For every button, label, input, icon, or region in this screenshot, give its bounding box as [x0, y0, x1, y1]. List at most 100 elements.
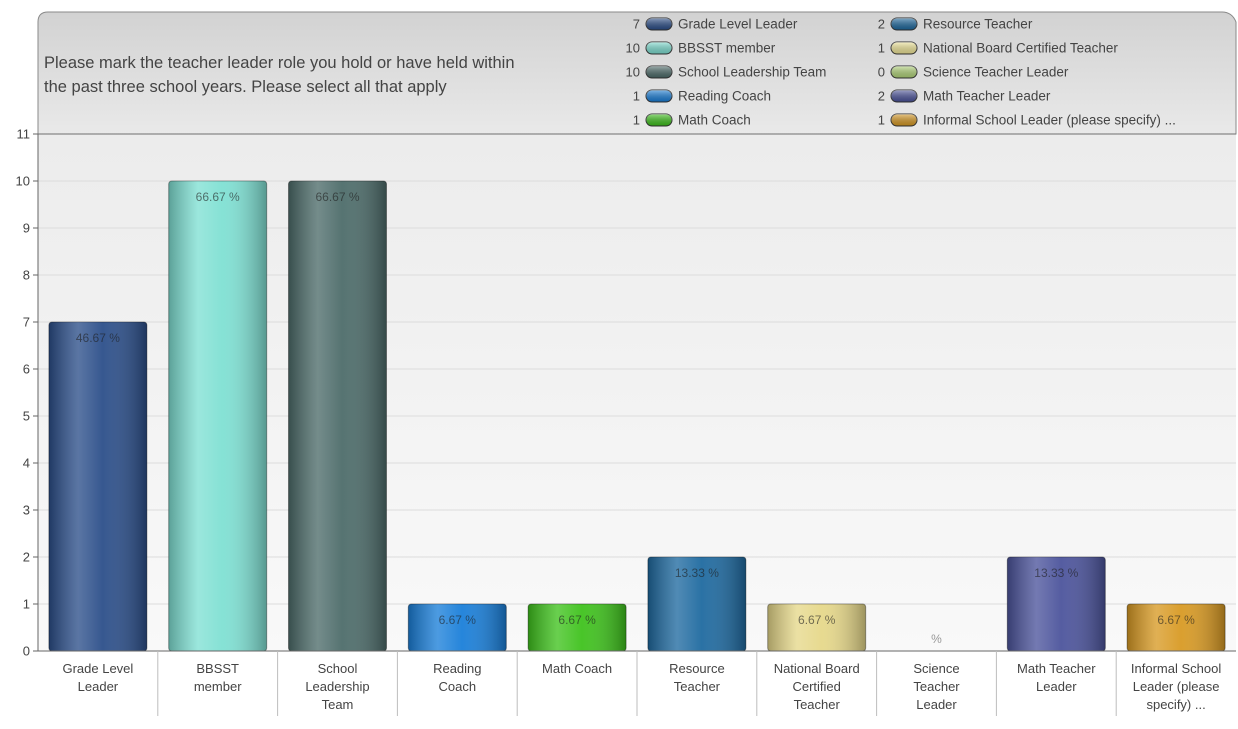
y-tick-label: 11 — [17, 127, 31, 142]
x-category-label-line: Certified — [792, 679, 840, 694]
bar-highlight — [1007, 557, 1106, 651]
bar-group: 6.67 % — [407, 603, 507, 652]
y-tick-label: 0 — [23, 644, 30, 659]
y-tick-label: 9 — [23, 221, 30, 236]
x-category-label-line: National Board — [774, 661, 860, 676]
legend-label: Math Coach — [678, 113, 751, 128]
legend-label: Grade Level Leader — [678, 17, 798, 32]
bar-value-label: 6.67 % — [439, 613, 477, 627]
legend-item: 1 Informal School Leader (please specify)… — [878, 113, 1176, 128]
legend-item: 10 BBSST member — [626, 41, 776, 56]
x-category-label-line: BBSST — [196, 661, 239, 676]
y-tick-label: 5 — [23, 409, 30, 424]
legend-count: 1 — [878, 113, 885, 128]
x-category-label: Grade Level Leader — [62, 661, 133, 694]
x-category-label-line: Informal School — [1131, 661, 1221, 676]
legend-label: Science Teacher Leader — [923, 65, 1069, 80]
y-tick-label: 7 — [23, 315, 30, 330]
legend-count: 1 — [633, 113, 640, 128]
bar-highlight — [528, 604, 627, 651]
x-category-label-line: Leader — [916, 697, 957, 712]
x-category-label-line: School — [318, 661, 358, 676]
x-category-label-line: Teacher — [913, 679, 960, 694]
legend-swatch-shine — [646, 18, 672, 30]
x-category-label-line: Science — [913, 661, 959, 676]
x-category-label: Reading Coach — [433, 661, 481, 694]
legend-count: 2 — [878, 89, 885, 104]
legend-count: 7 — [633, 17, 640, 32]
legend-swatch-shine — [891, 18, 917, 30]
x-category-label-line: Math Teacher — [1017, 661, 1096, 676]
header-panel — [37, 11, 1237, 135]
legend-count: 1 — [633, 89, 640, 104]
x-category-label-line: Grade Level — [62, 661, 133, 676]
legend-item: 2 Resource Teacher — [878, 17, 1033, 32]
bar-value-label: 66.67 % — [315, 190, 359, 204]
legend-label: Reading Coach — [678, 89, 771, 104]
legend-count: 1 — [878, 41, 885, 56]
y-tick-label: 1 — [23, 597, 30, 612]
legend-label: Informal School Leader (please specify) … — [923, 113, 1176, 128]
y-tick-label: 2 — [23, 550, 30, 565]
legend-item: 2 Math Teacher Leader — [878, 89, 1051, 104]
bar-group: 13.33 % — [1006, 556, 1106, 652]
bar-group: 46.67 % — [48, 321, 148, 652]
bar-group: 6.67 % — [527, 603, 627, 652]
bar-highlight — [48, 322, 147, 651]
legend-count: 10 — [626, 65, 640, 80]
bars: 46.67 % 66.67 % 66.67 % 6.67 % 6.67 % 13.33 %… — [48, 180, 1226, 652]
y-tick-label: 3 — [23, 503, 30, 518]
bar-value-label: 13.33 % — [675, 566, 719, 580]
x-category-label-line: Leader — [78, 679, 119, 694]
legend-swatch-shine — [891, 42, 917, 54]
bar-value-label: 6.67 % — [798, 613, 836, 627]
chart-title-line-2: the past three school years. Please sele… — [44, 78, 447, 96]
x-category-label-line: Teacher — [794, 697, 841, 712]
legend-swatch-shine — [891, 114, 917, 126]
legend-swatch-shine — [646, 90, 672, 102]
legend-item: 1 Reading Coach — [633, 89, 771, 104]
legend-item: 0 Science Teacher Leader — [878, 65, 1069, 80]
x-category-label: BBSST member — [194, 661, 242, 694]
x-category-label-line: Coach — [439, 679, 477, 694]
x-category-label: Science Teacher Leader — [913, 661, 960, 712]
legend-swatch-shine — [891, 90, 917, 102]
legend-label: National Board Certified Teacher — [923, 41, 1118, 56]
bar-highlight — [408, 604, 507, 651]
chart-title-line-1: Please mark the teacher leader role you … — [44, 54, 515, 72]
bar-group: 66.67 % — [168, 180, 268, 652]
x-category-label: Informal School Leader (please specify) ..… — [1131, 661, 1221, 712]
bar-highlight — [767, 604, 866, 651]
x-axis: Grade Level Leader BBSST member School Leader… — [38, 650, 1236, 716]
bar-group: 66.67 % — [288, 180, 387, 652]
y-tick-label: 4 — [23, 456, 30, 471]
x-category-label: Math Teacher Leader — [1017, 661, 1096, 694]
bar-group: 13.33 % — [647, 556, 747, 652]
legend-count: 0 — [878, 65, 885, 80]
x-category-label-line: specify) ... — [1146, 697, 1205, 712]
bar-value-label: % — [931, 632, 942, 646]
bar-group: 6.67 % — [1126, 603, 1226, 652]
legend-swatch-shine — [646, 114, 672, 126]
bar-value-label: 6.67 % — [558, 613, 596, 627]
bar-highlight — [1127, 604, 1226, 651]
bar-highlight — [647, 557, 746, 651]
x-category-label-line: Resource — [669, 661, 725, 676]
y-tick-label: 6 — [23, 362, 30, 377]
legend-item: 10 School Leadership Team — [626, 65, 827, 80]
bar-group: 6.67 % — [767, 603, 867, 652]
x-category-label: Resource Teacher — [669, 661, 725, 694]
bar-value-label: 6.67 % — [1157, 613, 1195, 627]
y-tick-label: 10 — [16, 174, 30, 189]
x-category-label: National Board Certified Teacher — [774, 661, 860, 712]
legend-item: 1 Math Coach — [633, 113, 751, 128]
x-category-label-line: Leader (please — [1133, 679, 1220, 694]
legend-label: BBSST member — [678, 41, 776, 56]
legend-swatch-shine — [646, 66, 672, 78]
legend-swatch-shine — [646, 42, 672, 54]
x-category-label-line: Team — [322, 697, 354, 712]
y-axis: 0 1 2 3 4 5 6 7 8 9 10 11 — [16, 127, 39, 659]
legend-item: 1 National Board Certified Teacher — [878, 41, 1119, 56]
x-category-label-line: Leader — [1036, 679, 1077, 694]
